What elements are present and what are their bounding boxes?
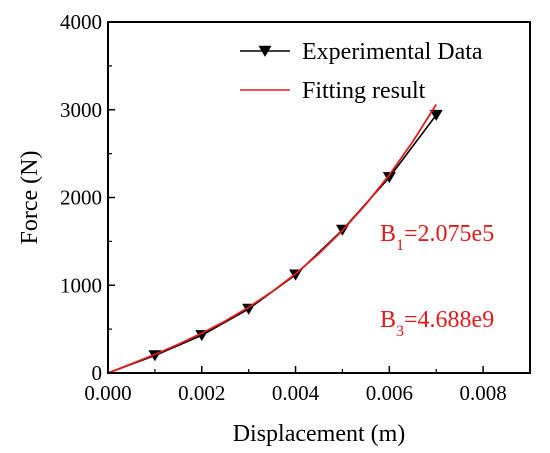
x-tick-label-1: 0.002 [178, 381, 225, 405]
y-tick-label-3: 3000 [60, 98, 102, 122]
data-point-7 [429, 109, 443, 121]
y-tick-label-4: 4000 [60, 10, 102, 34]
data-point-2 [195, 330, 209, 342]
x-tick-label-0: 0.000 [84, 381, 131, 405]
x-tick-label-2: 0.004 [272, 381, 320, 405]
data-point-3 [242, 303, 256, 315]
y-axis-title: Force (N) [17, 151, 43, 245]
annotation-b3: B3=4.688e9 [380, 307, 494, 340]
annotation-b1-value: =2.075e5 [404, 221, 494, 247]
data-point-6 [382, 172, 396, 184]
legend: Experimental Data Fitting result [240, 39, 483, 104]
y-tick-label-1: 1000 [60, 273, 102, 297]
x-tick-label-4: 0.008 [459, 381, 506, 405]
ticks-layer: 0.000 0.002 0.004 0.006 0.008 0 1000 2000 3000 40… [60, 10, 507, 405]
annotation-b3-sub: 3 [396, 323, 404, 340]
legend-marker-experimental [258, 45, 272, 57]
series-line-1 [107, 104, 437, 374]
series-layer [107, 104, 443, 374]
annotation-b1: B1=2.075e5 [380, 221, 494, 254]
x-axis-title: Displacement (m) [233, 421, 406, 447]
data-point-4 [289, 269, 303, 281]
legend-label-fitting: Fitting result [302, 78, 426, 104]
legend-label-experimental: Experimental Data [302, 39, 483, 65]
x-tick-label-3: 0.006 [366, 381, 413, 405]
annotation-b3-value: =4.688e9 [404, 307, 494, 333]
y-tick-label-0: 0 [92, 361, 103, 385]
annotation-b1-base: B [380, 221, 396, 247]
y-tick-label-2: 2000 [60, 186, 102, 210]
annotation-b3-base: B [380, 307, 396, 333]
annotation-b1-sub: 1 [396, 237, 404, 254]
